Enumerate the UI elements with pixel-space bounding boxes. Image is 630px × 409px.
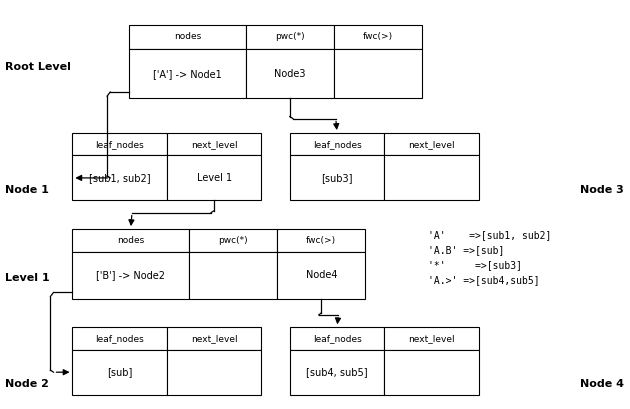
- Bar: [189, 229, 277, 252]
- Bar: [167, 327, 261, 350]
- Bar: [277, 252, 365, 299]
- Text: [sub4, sub5]: [sub4, sub5]: [306, 367, 368, 377]
- Text: [sub]: [sub]: [107, 367, 132, 377]
- Bar: [72, 133, 167, 155]
- Bar: [129, 49, 246, 98]
- Bar: [167, 155, 261, 200]
- Text: leaf_nodes: leaf_nodes: [95, 334, 144, 343]
- Text: ['B'] -> Node2: ['B'] -> Node2: [96, 270, 165, 280]
- Text: Node4: Node4: [306, 270, 337, 280]
- Text: Node 4: Node 4: [580, 380, 624, 389]
- Bar: [72, 229, 189, 252]
- Text: 'A'    =>[sub1, sub2]
'A.B' =>[sub]
'*'     =>[sub3]
'A.>' =>[sub4,sub5]: 'A' =>[sub1, sub2] 'A.B' =>[sub] '*' =>[…: [428, 230, 552, 285]
- Text: nodes: nodes: [174, 32, 201, 41]
- Bar: [246, 49, 334, 98]
- Text: pwc(*): pwc(*): [218, 236, 248, 245]
- Bar: [72, 350, 167, 395]
- Bar: [277, 229, 365, 252]
- Text: [sub3]: [sub3]: [321, 173, 353, 183]
- Text: ['A'] -> Node1: ['A'] -> Node1: [153, 69, 222, 79]
- Text: next_level: next_level: [191, 334, 238, 343]
- Bar: [72, 155, 167, 200]
- Bar: [334, 25, 422, 49]
- Text: Level 1: Level 1: [197, 173, 232, 183]
- Bar: [384, 133, 479, 155]
- Bar: [290, 327, 384, 350]
- Text: leaf_nodes: leaf_nodes: [312, 139, 362, 149]
- Bar: [246, 25, 334, 49]
- Bar: [290, 133, 384, 155]
- Bar: [290, 350, 384, 395]
- Bar: [189, 252, 277, 299]
- Text: Node3: Node3: [274, 69, 306, 79]
- Bar: [72, 327, 167, 350]
- Text: next_level: next_level: [191, 139, 238, 149]
- Text: Node 3: Node 3: [580, 185, 624, 195]
- Text: leaf_nodes: leaf_nodes: [312, 334, 362, 343]
- Text: leaf_nodes: leaf_nodes: [95, 139, 144, 149]
- Bar: [72, 252, 189, 299]
- Bar: [384, 155, 479, 200]
- Text: pwc(*): pwc(*): [275, 32, 305, 41]
- Bar: [129, 25, 246, 49]
- Bar: [334, 49, 422, 98]
- Text: fwc(>): fwc(>): [363, 32, 393, 41]
- Text: next_level: next_level: [408, 334, 455, 343]
- Text: Root Level: Root Level: [5, 63, 71, 72]
- Text: Node 1: Node 1: [5, 185, 49, 195]
- Text: Node 2: Node 2: [5, 380, 49, 389]
- Text: nodes: nodes: [117, 236, 144, 245]
- Bar: [384, 350, 479, 395]
- Text: fwc(>): fwc(>): [306, 236, 336, 245]
- Bar: [290, 155, 384, 200]
- Bar: [167, 350, 261, 395]
- Bar: [384, 327, 479, 350]
- Bar: [167, 133, 261, 155]
- Text: Level 1: Level 1: [5, 273, 50, 283]
- Text: next_level: next_level: [408, 139, 455, 149]
- Text: [sub1, sub2]: [sub1, sub2]: [89, 173, 151, 183]
